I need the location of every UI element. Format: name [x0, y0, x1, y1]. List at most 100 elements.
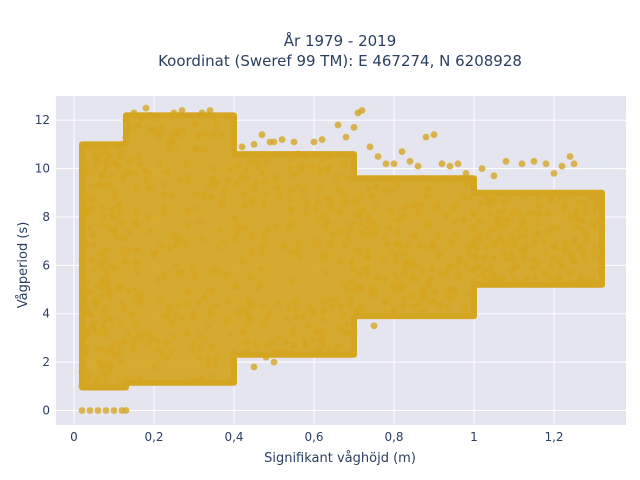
density-point	[467, 195, 474, 202]
density-point	[519, 220, 526, 227]
density-point	[304, 201, 312, 208]
density-point	[78, 265, 86, 273]
density-point	[120, 338, 128, 345]
density-point	[339, 312, 347, 319]
density-point	[268, 339, 275, 346]
density-point	[132, 247, 140, 254]
data-point	[290, 138, 298, 146]
density-point	[115, 340, 122, 348]
density-point	[211, 361, 219, 368]
density-point	[239, 329, 247, 337]
data-point	[350, 327, 358, 335]
density-point	[135, 153, 143, 160]
data-point	[106, 153, 114, 160]
density-point	[583, 208, 590, 215]
density-point	[275, 300, 282, 307]
density-point	[395, 277, 403, 284]
density-point	[201, 293, 208, 301]
x-tick-label: 1	[470, 430, 478, 444]
density-point	[383, 312, 390, 320]
density-point	[98, 383, 106, 390]
density-point	[126, 156, 133, 164]
density-point	[118, 358, 125, 366]
density-point	[117, 300, 125, 307]
data-point	[422, 133, 430, 141]
density-point	[556, 258, 563, 266]
density-point	[257, 266, 265, 273]
density-point	[349, 265, 357, 273]
density-point	[82, 159, 89, 166]
density-point	[143, 168, 151, 176]
density-point	[384, 240, 391, 248]
density-point	[102, 256, 109, 263]
density-point	[332, 295, 339, 302]
density-point	[92, 345, 100, 352]
density-point	[519, 195, 527, 202]
density-point	[177, 176, 184, 184]
density-point	[160, 191, 167, 198]
density-point	[349, 348, 356, 355]
density-point	[258, 249, 265, 256]
density-point	[568, 279, 575, 286]
density-point	[90, 197, 98, 205]
density-point	[247, 302, 255, 310]
density-point	[300, 313, 307, 320]
density-point	[409, 203, 416, 210]
density-point	[509, 256, 516, 264]
density-point	[147, 126, 154, 134]
density-point	[414, 208, 422, 215]
density-point	[483, 244, 490, 251]
density-point	[323, 224, 330, 231]
density-point	[166, 245, 173, 252]
density-point	[410, 233, 417, 240]
density-point	[160, 210, 167, 218]
density-point	[231, 235, 238, 243]
density-point	[444, 304, 451, 311]
density-point	[148, 335, 156, 342]
density-point	[469, 291, 476, 299]
density-point	[227, 165, 234, 173]
density-point	[105, 369, 113, 376]
density-point	[562, 245, 570, 252]
density-point	[577, 277, 585, 284]
density-point	[516, 246, 524, 253]
density-point	[86, 383, 93, 390]
density-point	[450, 218, 458, 225]
density-point	[398, 286, 405, 293]
density-point	[98, 204, 106, 212]
density-point	[487, 263, 495, 270]
density-point	[251, 197, 258, 204]
density-point	[185, 207, 192, 215]
data-point	[478, 165, 486, 172]
data-point	[406, 157, 414, 165]
density-point	[531, 239, 538, 246]
density-point	[279, 243, 286, 251]
data-point	[414, 162, 422, 170]
data-point	[174, 131, 182, 139]
density-point	[416, 300, 424, 308]
data-point	[258, 131, 266, 139]
data-point	[170, 109, 178, 117]
density-point	[323, 195, 330, 202]
density-point	[472, 254, 480, 261]
density-point	[228, 378, 235, 385]
density-point	[239, 258, 246, 265]
density-point	[164, 168, 171, 175]
density-point	[209, 343, 216, 351]
density-point	[283, 316, 291, 323]
data-point	[142, 104, 150, 112]
density-point	[272, 347, 279, 355]
data-point	[318, 136, 326, 143]
density-point	[484, 232, 491, 240]
density-point	[471, 241, 478, 248]
density-point	[476, 218, 483, 226]
density-point	[443, 271, 450, 278]
density-point	[356, 249, 363, 256]
data-point	[470, 278, 478, 286]
density-point	[332, 173, 340, 180]
density-point	[309, 236, 316, 244]
density-point	[372, 204, 380, 211]
density-point	[526, 209, 533, 217]
density-point	[212, 116, 219, 123]
density-point	[593, 217, 600, 224]
